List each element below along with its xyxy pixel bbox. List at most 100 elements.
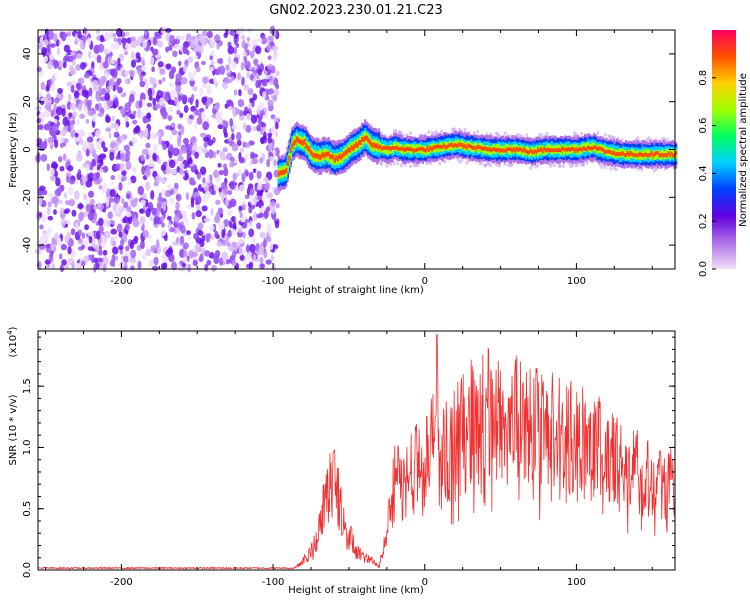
spectrogram-noise-cell: [66, 81, 73, 87]
spectrogram-noise-cell: [192, 85, 198, 92]
spectrogram-halo-cell: [396, 161, 400, 166]
spectrogram-noise-cell: [188, 250, 194, 259]
spectrogram-noise-cell: [97, 112, 104, 117]
spectrogram-noise-cell: [167, 184, 173, 191]
colorbar-tick-label: 0.8: [698, 70, 709, 86]
spectrogram-noise-cell: [146, 112, 152, 120]
spectrogram-noise-cell: [206, 174, 211, 184]
spectrogram-noise-cell: [167, 222, 172, 230]
spectrogram-noise-cell: [60, 129, 67, 137]
spectrogram-ridge-cell: [494, 147, 497, 152]
spectrogram-ridge-cell: [526, 150, 529, 155]
spectrogram-noise-cell: [147, 159, 155, 168]
spectrogram-ridge-cell: [280, 170, 283, 176]
spectrogram-noise-cell: [245, 124, 252, 133]
spectrogram-ridge-cell: [385, 146, 388, 150]
spectrogram-noise-cell: [62, 61, 67, 69]
spectrogram-ridge-cell: [424, 148, 427, 153]
snr-y-label: SNR (10 * v/v): [8, 394, 19, 465]
spectrogram-noise-cell: [168, 44, 173, 52]
spectrogram-ridge-cell: [345, 149, 349, 155]
spectrogram-noise-cell: [147, 234, 153, 240]
spectrogram-noise-cell: [48, 60, 53, 66]
spectrogram-noise-cell: [248, 229, 254, 238]
spectrogram-ridge-cell: [477, 145, 481, 150]
spectrogram-noise-cell: [127, 215, 133, 225]
spectrogram-ridge-cell: [488, 147, 491, 151]
spectrogram-noise-cell: [66, 31, 72, 37]
spectrogram-ridge-cell: [499, 148, 502, 153]
spectrogram-noise-cell: [54, 97, 60, 104]
spectrogram-ridge-cell: [596, 147, 599, 152]
spectrogram-noise-cell: [59, 253, 63, 260]
snr-x-label: Height of straight line (km): [288, 585, 424, 596]
spectrogram-ridge-cell: [536, 147, 540, 157]
spectrogram-noise-cell: [182, 258, 189, 264]
spectrogram-noise-cell: [98, 84, 102, 92]
spectrogram-noise-cell: [209, 55, 213, 61]
spectrogram-halo-cell: [600, 164, 604, 169]
spectrogram-ridge-cell: [553, 148, 556, 153]
spectrogram-noise-cell: [108, 211, 114, 220]
spectrogram-noise-cell: [201, 111, 206, 121]
spectrogram-noise-cell: [93, 263, 97, 273]
spectrogram-noise-cell: [45, 102, 52, 110]
spectrogram-noise-cell: [157, 90, 164, 97]
spectrogram-noise-cell: [121, 170, 127, 176]
spectrogram-noise-cell: [122, 38, 126, 49]
spectrogram-noise-cell: [124, 249, 131, 257]
spectrogram-ridge-cell: [383, 145, 386, 150]
spectrogram-noise-cell: [203, 141, 208, 148]
spectrogram-halo-cell: [525, 133, 529, 138]
spectrogram-noise-cell: [53, 103, 57, 111]
spectrogram-noise-cell: [249, 97, 254, 104]
spectrogram-ridge-cell: [503, 148, 506, 153]
spectrogram-noise-cell: [175, 201, 180, 211]
spectrogram-noise-cell: [89, 198, 95, 206]
spectrogram-ridge-cell: [455, 143, 458, 148]
spectrogram-noise-cell: [272, 53, 277, 63]
spectrogram-noise-cell: [157, 158, 161, 165]
spectrogram-noise-cell: [236, 131, 242, 141]
spectrogram-noise-cell: [270, 200, 276, 207]
spectrogram-ridge-cell: [336, 156, 339, 162]
spectrogram-noise-cell: [139, 131, 144, 139]
spectrogram-noise-cell: [119, 162, 125, 172]
spectrogram-noise-cell: [132, 119, 138, 125]
spectrogram-noise-cell: [195, 98, 199, 108]
spectrogram-noise-cell: [106, 48, 111, 54]
spectrogram-noise-cell: [231, 259, 237, 267]
spectrogram-noise-cell: [213, 35, 221, 41]
spectrogram-noise-cell: [69, 179, 75, 185]
spectrogram-ridge-cell: [285, 167, 288, 173]
spectrogram-noise-cell: [210, 235, 214, 241]
spectrogram-noise-cell: [103, 98, 109, 109]
spectrogram-ridge-cell: [496, 144, 499, 153]
spectrogram-noise-cell: [46, 163, 50, 171]
spectrogram-noise-cell: [115, 83, 119, 91]
spectrogram-noise-cell: [56, 136, 62, 144]
spectrogram-ridge-cell: [576, 148, 579, 153]
spectrogram-ridge-cell: [294, 139, 297, 145]
spectrogram-ridge-cell: [562, 147, 565, 152]
spectrogram-noise-cell: [152, 97, 157, 106]
spectrogram-ridge-cell: [332, 154, 335, 160]
spectrogram-noise-cell: [189, 76, 195, 82]
spectrogram-noise-cell: [104, 72, 110, 78]
spectrogram-noise-cell: [194, 151, 199, 159]
spectrogram-noise-cell: [70, 84, 75, 93]
spectrogram-noise-cell: [204, 190, 212, 199]
spectrogram-ridge-cell: [303, 138, 306, 144]
spectrogram-noise-cell: [132, 110, 137, 116]
spectrogram-noise-cell: [108, 132, 112, 139]
spectrogram-noise-cell: [160, 189, 166, 195]
spectrogram-noise-cell: [209, 38, 216, 48]
spectrogram-ridge-cell: [300, 139, 303, 145]
spectrogram-noise-cell: [145, 153, 150, 160]
spectrogram-noise-cell: [222, 163, 228, 170]
spectrogram-ridge-cell: [543, 146, 546, 151]
spectrogram-noise-cell: [190, 115, 195, 120]
spectrogram-noise-cell: [126, 193, 131, 200]
spectrogram-noise-cell: [139, 73, 144, 82]
